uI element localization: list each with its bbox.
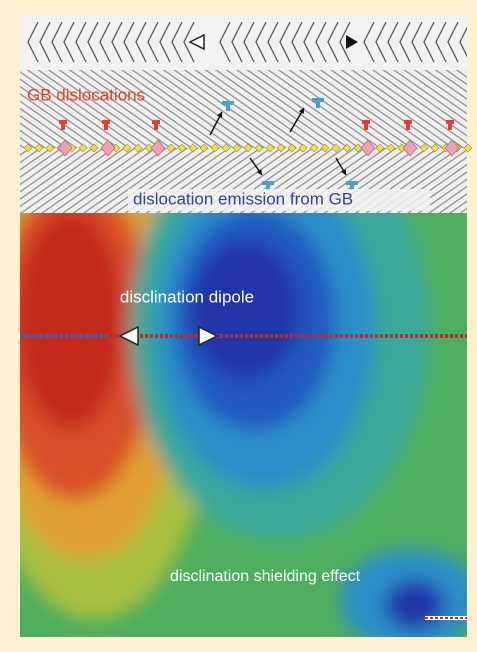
- dipole-label: disclination dipole: [120, 287, 254, 306]
- atomic-upper: [20, 70, 467, 148]
- emission-label: dislocation emission from GB: [133, 189, 353, 208]
- gb-dislocations-label: GB dislocations: [27, 85, 145, 104]
- page: GB dislocations dislocation emission fro…: [0, 0, 477, 652]
- figure: GB dislocations dislocation emission fro…: [0, 0, 477, 652]
- shielding-label: disclination shielding effect: [170, 568, 361, 585]
